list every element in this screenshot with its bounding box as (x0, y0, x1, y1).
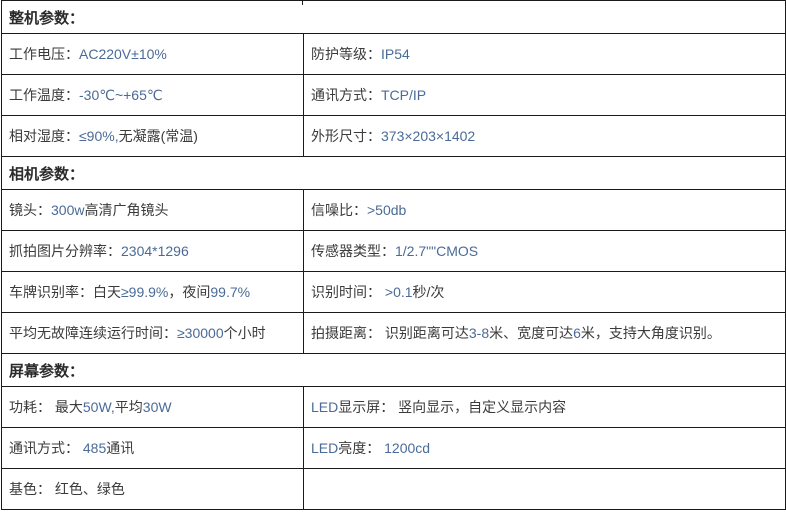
label-text: 拍摄距离： 识别距离可达 (311, 325, 469, 341)
spec-cell-right: 识别时间： >0.1秒/次 (302, 271, 786, 313)
label-text: 车牌识别率：白天 (9, 284, 121, 300)
numeric-text: 1200cd (384, 440, 431, 456)
label-text: 无凝露(常温) (118, 128, 198, 144)
numeric-text: LED (311, 440, 339, 456)
spec-cell-right (302, 468, 786, 510)
label-text: 外形尺寸： (311, 128, 381, 144)
label-text: 基色： 红色、绿色 (9, 481, 125, 497)
numeric-text: AC220V±10% (79, 46, 167, 62)
numeric-text: ≥99.9% (121, 284, 169, 300)
numeric-text: 1/2.7""CMOS (395, 243, 479, 259)
label-text: 工作电压： (9, 46, 79, 62)
spec-cell-left: 车牌识别率：白天≥99.9%，夜间99.7% (1, 271, 304, 313)
section-row: 整机参数： (0, 0, 786, 34)
spec-cell-left: 通讯方式： 485通讯 (1, 427, 304, 469)
section-row: 相机参数： (0, 156, 786, 190)
table-row: 车牌识别率：白天≥99.9%，夜间99.7% 识别时间： >0.1秒/次 (1, 271, 786, 313)
label-text: 防护等级： (311, 46, 381, 62)
label-text: 秒/次 (412, 284, 445, 300)
label-text: 镜头： (9, 202, 51, 218)
label-text: 个小时 (223, 325, 266, 341)
label-text: 工作温度： (9, 87, 79, 103)
numeric-text: LED (311, 399, 339, 415)
numeric-text: ≥30000 (177, 325, 224, 341)
numeric-text: ≤90%, (79, 128, 119, 144)
label-text: 抓拍图片分辨率： (9, 243, 121, 259)
label-text: 显示屏： 竖向显示，自定义显示内容 (338, 399, 567, 415)
label-text: 亮度： (338, 440, 385, 456)
spec-cell-left: 相对湿度：≤90%,无凝露(常温) (1, 115, 304, 157)
spec-cell-right: 通讯方式：TCP/IP (302, 74, 786, 116)
numeric-text: 373×203×1402 (381, 128, 476, 144)
section-header: 相机参数： (0, 156, 786, 190)
table-row: 镜头：300w高清广角镜头 信噪比：>50db (1, 189, 786, 231)
numeric-text: 50W, (82, 399, 115, 415)
label-text: 通讯方式： (311, 87, 381, 103)
spec-table: 整机参数： 工作电压：AC220V±10% 防护等级：IP54 工作温度：-30℃~+… (0, 0, 786, 510)
label-text: 传感器类型： (311, 243, 395, 259)
numeric-text: IP54 (381, 46, 410, 62)
section-row: 屏幕参数： (0, 353, 786, 387)
section-header: 屏幕参数： (0, 353, 786, 387)
table-row: 工作温度：-30℃~+65℃ 通讯方式：TCP/IP (1, 74, 786, 116)
table-row: 功耗： 最大50W,平均30W LED显示屏： 竖向显示，自定义显示内容 (1, 386, 786, 428)
numeric-text: 30W (142, 399, 172, 415)
spec-cell-right: 防护等级：IP54 (302, 33, 786, 75)
numeric-text: >50db (367, 202, 407, 218)
numeric-text: 300w (51, 202, 85, 218)
spec-cell-left: 平均无故障连续运行时间：≥30000个小时 (1, 312, 304, 354)
spec-cell-left: 工作温度：-30℃~+65℃ (1, 74, 304, 116)
label-text: 相对湿度： (9, 128, 79, 144)
label-text: 通讯方式： (9, 440, 83, 456)
spec-cell-left: 基色： 红色、绿色 (1, 468, 304, 510)
table-row: 平均无故障连续运行时间：≥30000个小时 拍摄距离： 识别距离可达3-8米、宽度… (1, 312, 786, 354)
numeric-text: 485 (82, 440, 107, 456)
spec-cell-right: 传感器类型：1/2.7""CMOS (302, 230, 786, 272)
label-text: 识别时间： (311, 284, 385, 300)
spec-cell-left: 抓拍图片分辨率：2304*1296 (1, 230, 304, 272)
table-row: 通讯方式： 485通讯 LED亮度： 1200cd (1, 427, 786, 469)
numeric-text: TCP/IP (381, 87, 427, 103)
label-text: 米、宽度可达 (489, 325, 574, 341)
spec-cell-right: 信噪比：>50db (302, 189, 786, 231)
label-text: 米，支持大角度识别。 (580, 325, 721, 341)
section-header: 整机参数： (0, 0, 786, 34)
table-row: 基色： 红色、绿色 (1, 468, 786, 510)
spec-cell-right: 拍摄距离： 识别距离可达3-8米、宽度可达6米，支持大角度识别。 (302, 312, 786, 354)
numeric-text: 99.7% (210, 284, 251, 300)
label-text: 通讯 (106, 440, 135, 456)
numeric-text: 6 (573, 325, 581, 341)
label-text: ，夜间 (168, 284, 211, 300)
label-text: 平均无故障连续运行时间： (9, 325, 177, 341)
spec-cell-right: 外形尺寸：373×203×1402 (302, 115, 786, 157)
spec-cell-left: 镜头：300w高清广角镜头 (1, 189, 304, 231)
numeric-text: >0.1 (384, 284, 413, 300)
numeric-text: -30℃~+65℃ (79, 87, 163, 103)
label-text: 信噪比： (311, 202, 367, 218)
label-text: 平均 (114, 399, 143, 415)
spec-cell-left: 功耗： 最大50W,平均30W (1, 386, 304, 428)
label-text: 功耗： 最大 (9, 399, 83, 415)
spec-table-body: 整机参数： 工作电压：AC220V±10% 防护等级：IP54 工作温度：-30℃~+… (0, 0, 786, 510)
cropped-divider-artifact (302, 1, 303, 5)
numeric-text: 3-8 (468, 325, 490, 341)
table-row: 抓拍图片分辨率：2304*1296 传感器类型：1/2.7""CMOS (1, 230, 786, 272)
spec-cell-left: 工作电压：AC220V±10% (1, 33, 304, 75)
label-text: 高清广角镜头 (84, 202, 169, 218)
spec-cell-right: LED亮度： 1200cd (302, 427, 786, 469)
table-row: 工作电压：AC220V±10% 防护等级：IP54 (1, 33, 786, 75)
numeric-text: 2304*1296 (121, 243, 189, 259)
spec-cell-right: LED显示屏： 竖向显示，自定义显示内容 (302, 386, 786, 428)
table-row: 相对湿度：≤90%,无凝露(常温) 外形尺寸：373×203×1402 (1, 115, 786, 157)
